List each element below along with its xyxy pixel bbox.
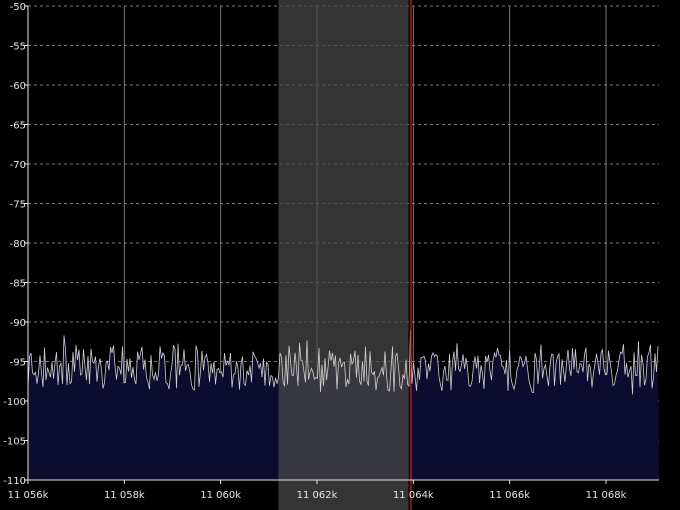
y-tick-label: -50 [10,2,26,13]
x-tick-label: 11 064k [393,490,434,501]
spectrum-trace [27,329,659,395]
filter-passband-rect[interactable] [278,0,409,510]
y-tick-label: -65 [10,121,26,132]
filter-passband[interactable] [278,0,409,510]
axes: -50 -55 -60 -65 -70 -75 -80 -85 -90 -95 -100 -105 -1… [3,2,659,501]
y-tick-label: -60 [10,81,26,92]
y-tick-label: -85 [10,279,26,290]
y-tick-label: -90 [10,318,26,329]
x-tick-label: 11 066k [489,490,530,501]
y-tick-label: -55 [10,42,26,53]
x-tick-label: 11 056k [8,490,49,501]
x-tick-label: 11 068k [586,490,627,501]
y-tick-label: -95 [10,358,26,369]
y-tick-label: -75 [10,200,26,211]
y-tick-label: -80 [10,239,26,250]
spectrum-trace-line [27,329,659,395]
y-tick-label: -70 [10,160,26,171]
y-tick-label: -100 [3,397,26,408]
y-tick-label: -110 [3,476,26,487]
x-tick-label: 11 062k [297,490,338,501]
x-tick-label: 11 060k [200,490,241,501]
x-tick-label: 11 058k [104,490,145,501]
y-tick-label: -105 [3,437,26,448]
